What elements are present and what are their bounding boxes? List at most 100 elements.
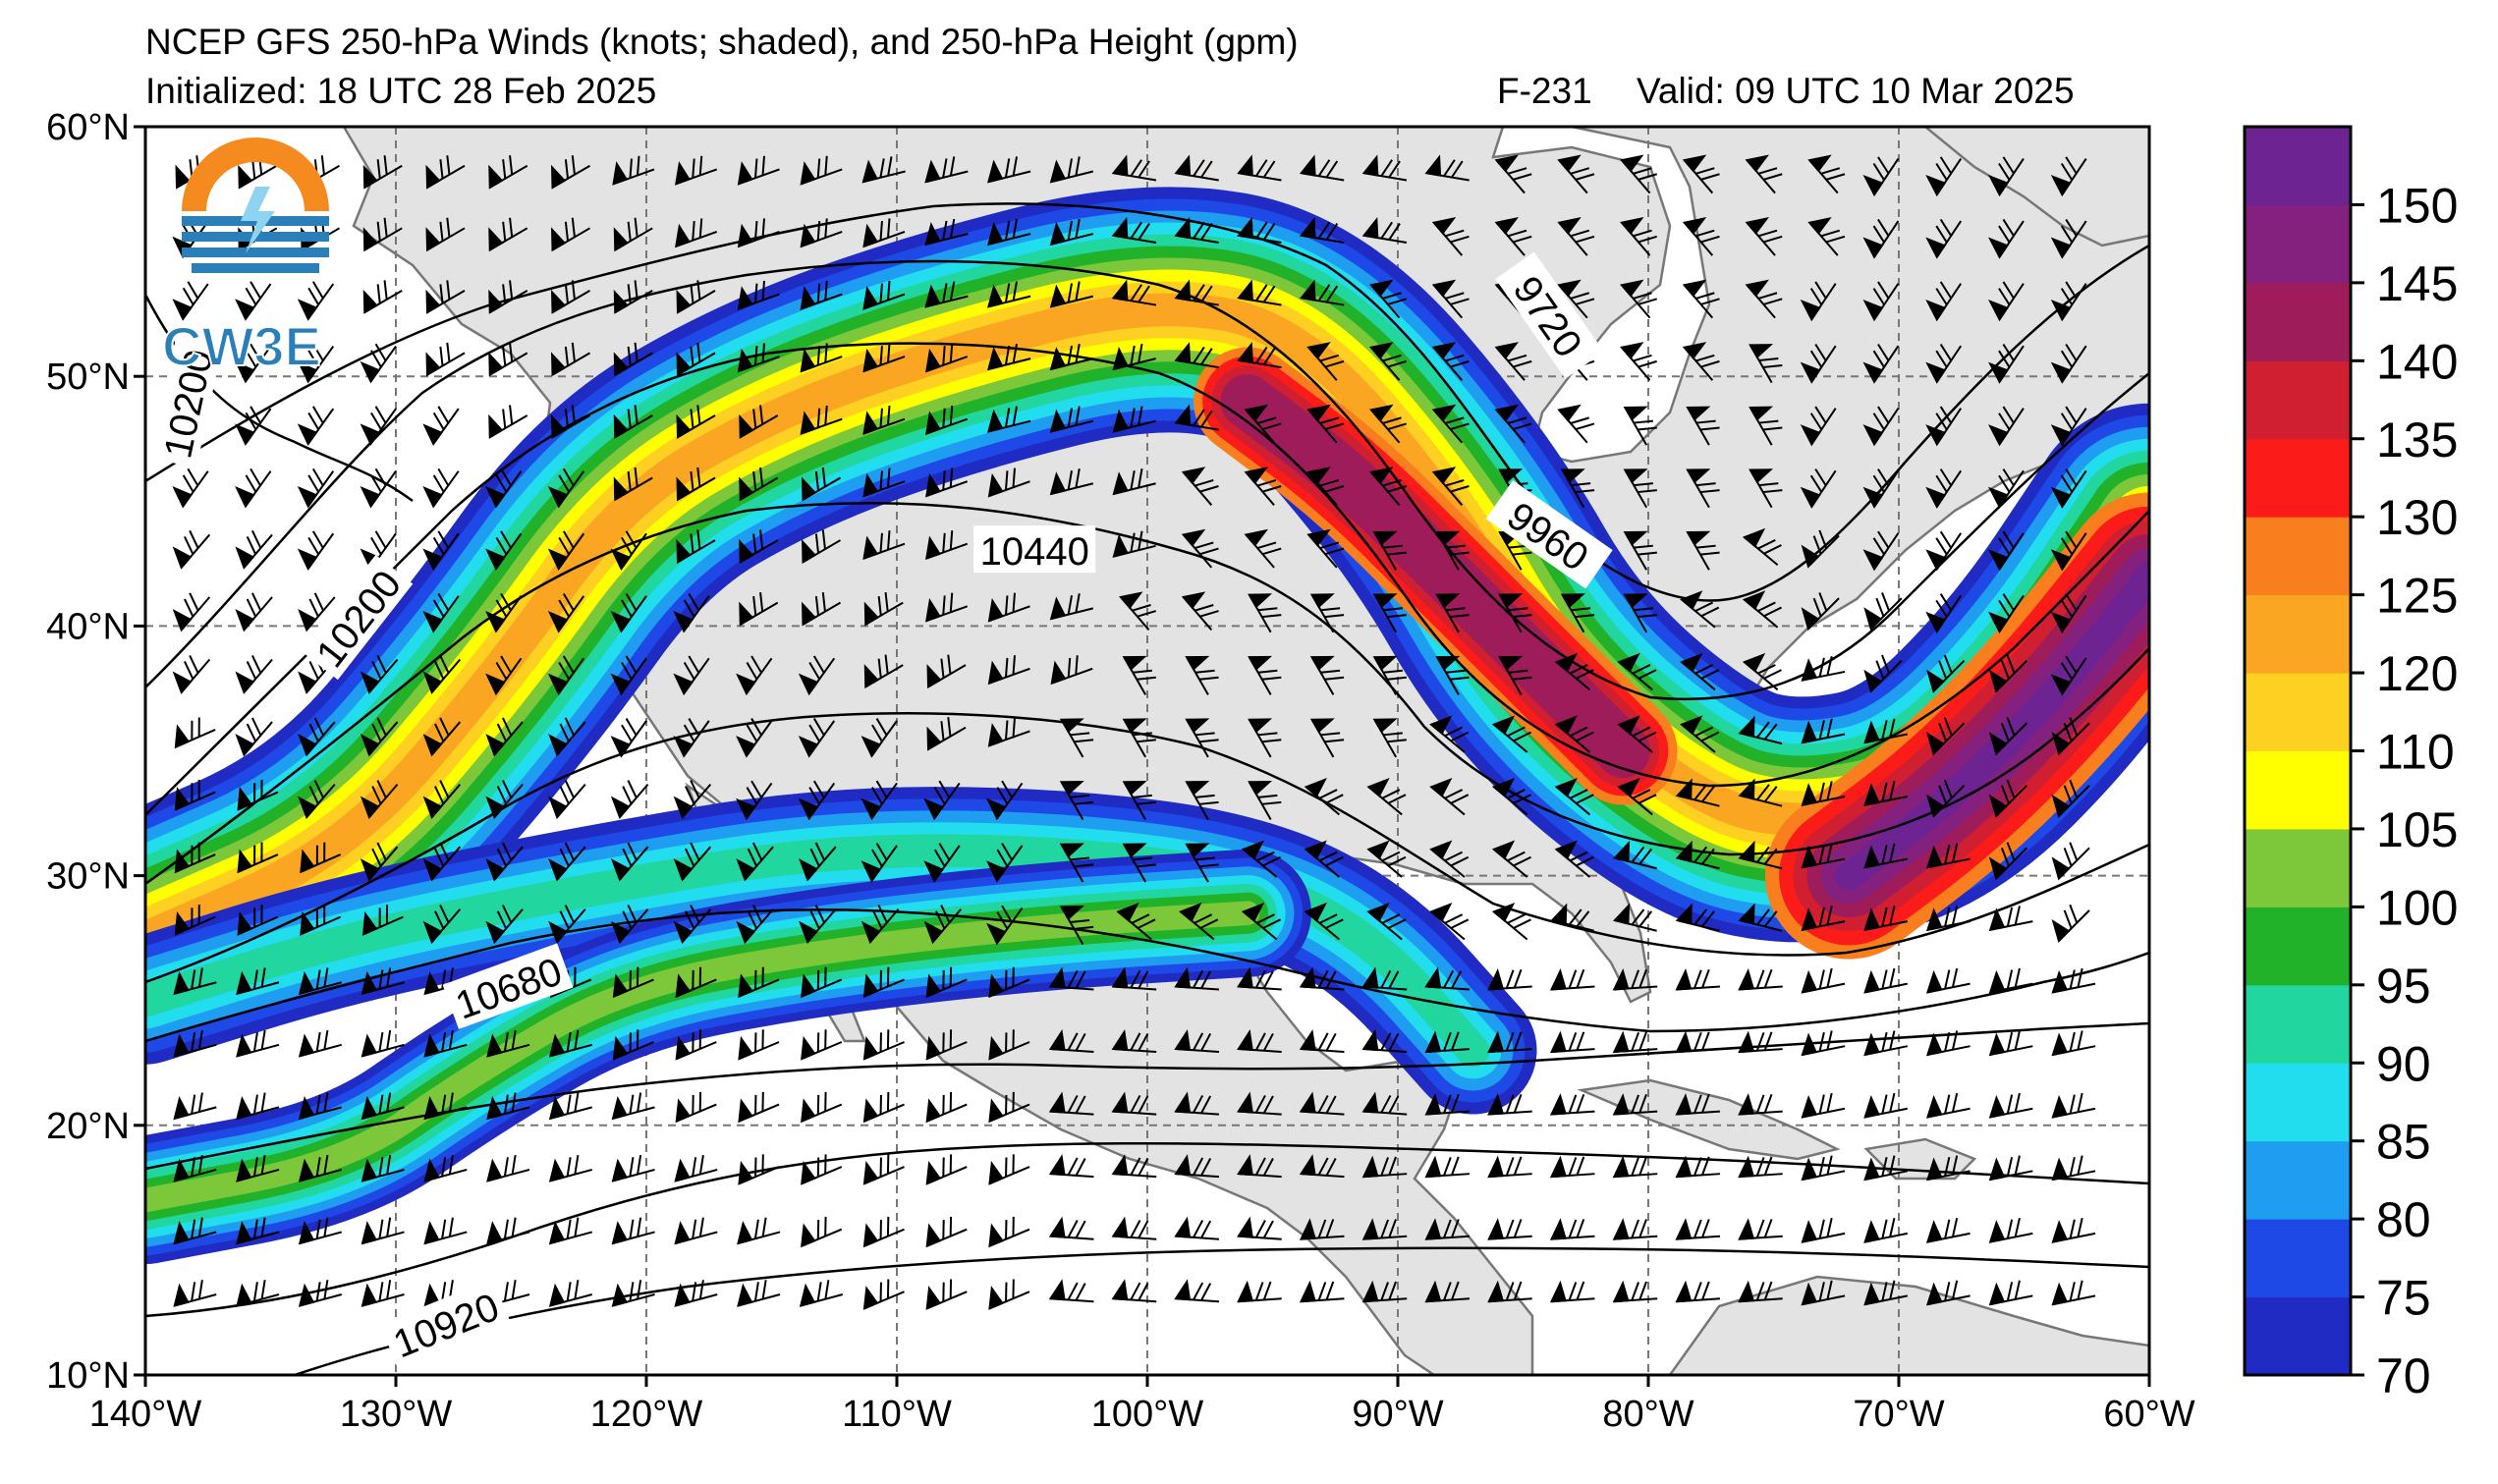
wind-barb-flag [1863,1282,1880,1306]
wind-barb [172,592,211,632]
wind-barb [173,967,217,996]
wind-barb-feather [1814,343,1827,361]
wind-barb-flag [1111,1029,1129,1052]
wind-barb [1863,967,1909,994]
wind-barb-feather [446,155,451,175]
wind-barb [673,780,712,819]
wind-barb [236,1154,280,1182]
wind-barb-feather [1762,426,1783,431]
wind-barb [1424,1280,1471,1303]
wind-barb [860,780,898,821]
wind-barb-flag [1248,593,1273,609]
wind-barb-flag [1554,777,1578,797]
wind-barb-feather [1694,664,1714,675]
wind-barb-feather [1256,541,1277,550]
wind-barb-flag [1174,1216,1192,1238]
south-america-land [1668,1275,2149,1375]
wind-barb [361,1154,405,1182]
wind-barb-feather [627,221,632,242]
wind-barb-feather [1317,1032,1329,1051]
wind-barb-feather [1194,604,1214,612]
wind-barb [1925,593,1963,633]
wind-barb-feather [448,1154,454,1175]
wind-barb [360,780,399,819]
wind-barb-feather [1198,863,1219,868]
wind-barb-feather [1826,656,1833,676]
wind-barb-flag [987,347,1004,371]
wind-barb-feather [1505,1094,1515,1114]
wind-barb-flag [676,352,692,377]
height-contour [145,342,2149,816]
wind-barb-feather [1998,474,2011,493]
wind-barb-feather [1074,863,1094,868]
wind-barb [1863,1030,1909,1057]
wind-barb [924,281,969,308]
wind-barb [674,1217,718,1245]
wind-barb-feather [1254,1220,1266,1238]
wind-barb-flag [1059,780,1084,796]
wind-barb [1862,406,1900,447]
wind-barb-feather [1012,1154,1015,1175]
wind-barb-feather [685,910,695,929]
wind-barb [362,280,403,314]
wind-barb-feather [1319,541,1340,550]
wind-barb-feather [879,969,882,990]
wind-barb-flag [1863,1032,1880,1057]
wind-barb-feather [1872,350,1885,368]
wind-barb [1424,1155,1471,1179]
wind-barb [1049,406,1094,433]
wind-barb-flag [1487,1218,1505,1240]
wind-barb-flag [1112,533,1129,558]
wind-barb-flag [1925,611,1947,633]
wind-barb-flag [1306,467,1331,485]
wind-barb-feather [1889,781,1896,800]
wind-barb-feather [446,217,451,238]
wind-barb-feather [1451,160,1464,179]
wind-barb-feather [949,343,954,363]
wind-barb [610,842,649,882]
wind-barb-feather [386,1280,392,1299]
wind-barb-feather [313,780,325,798]
wind-barb-feather [1826,718,1833,739]
wind-barb-feather [1262,223,1276,241]
wind-barb-flag [547,673,569,696]
wind-barb-flag [1863,1095,1880,1119]
wind-barb-feather [824,1091,827,1112]
wind-barb-feather [1133,794,1152,798]
wind-barb-feather [1939,468,1953,486]
wind-barb-flag [2051,969,2069,994]
wind-barb-feather [562,467,575,486]
wind-barb-feather [879,283,883,303]
wind-barb-feather [1262,918,1281,929]
wind-barb-flag [611,1096,628,1121]
wind-barb-feather [564,717,576,737]
wind-barb-feather [502,159,507,179]
wind-barb-feather [370,474,382,493]
wind-barb-feather [1198,739,1219,743]
wind-barb-flag [673,796,694,819]
wind-barb-flag [987,222,1004,247]
wind-barb-flag [675,1035,692,1061]
wind-barb-feather [1380,1157,1389,1177]
wind-barb-flag [860,920,881,945]
wind-barb [1738,840,1783,870]
wind-barb [1361,1091,1408,1116]
wind-barb [1185,780,1219,820]
wind-barb-flag [1431,342,1457,360]
wind-barb-flag [1122,780,1147,796]
wind-barb-feather [260,842,263,862]
wind-barb-feather [496,723,508,742]
wind-barb-feather [1638,551,1657,556]
wind-barb-flag [613,413,629,439]
wind-barb [1059,906,1094,946]
wind-barb-feather [1138,343,1143,363]
wind-barb-feather [824,1280,830,1299]
wind-barb [1059,843,1094,883]
wind-barb [1181,467,1219,506]
initialized-time: Initialized: 18 UTC 28 Feb 2025 [145,71,657,111]
wind-barb-feather [1075,406,1081,426]
wind-barb-feather [692,1032,694,1053]
wind-barb-feather [1382,416,1402,424]
wind-barb-feather [2006,1156,2014,1177]
wind-barb-feather [1130,284,1142,302]
